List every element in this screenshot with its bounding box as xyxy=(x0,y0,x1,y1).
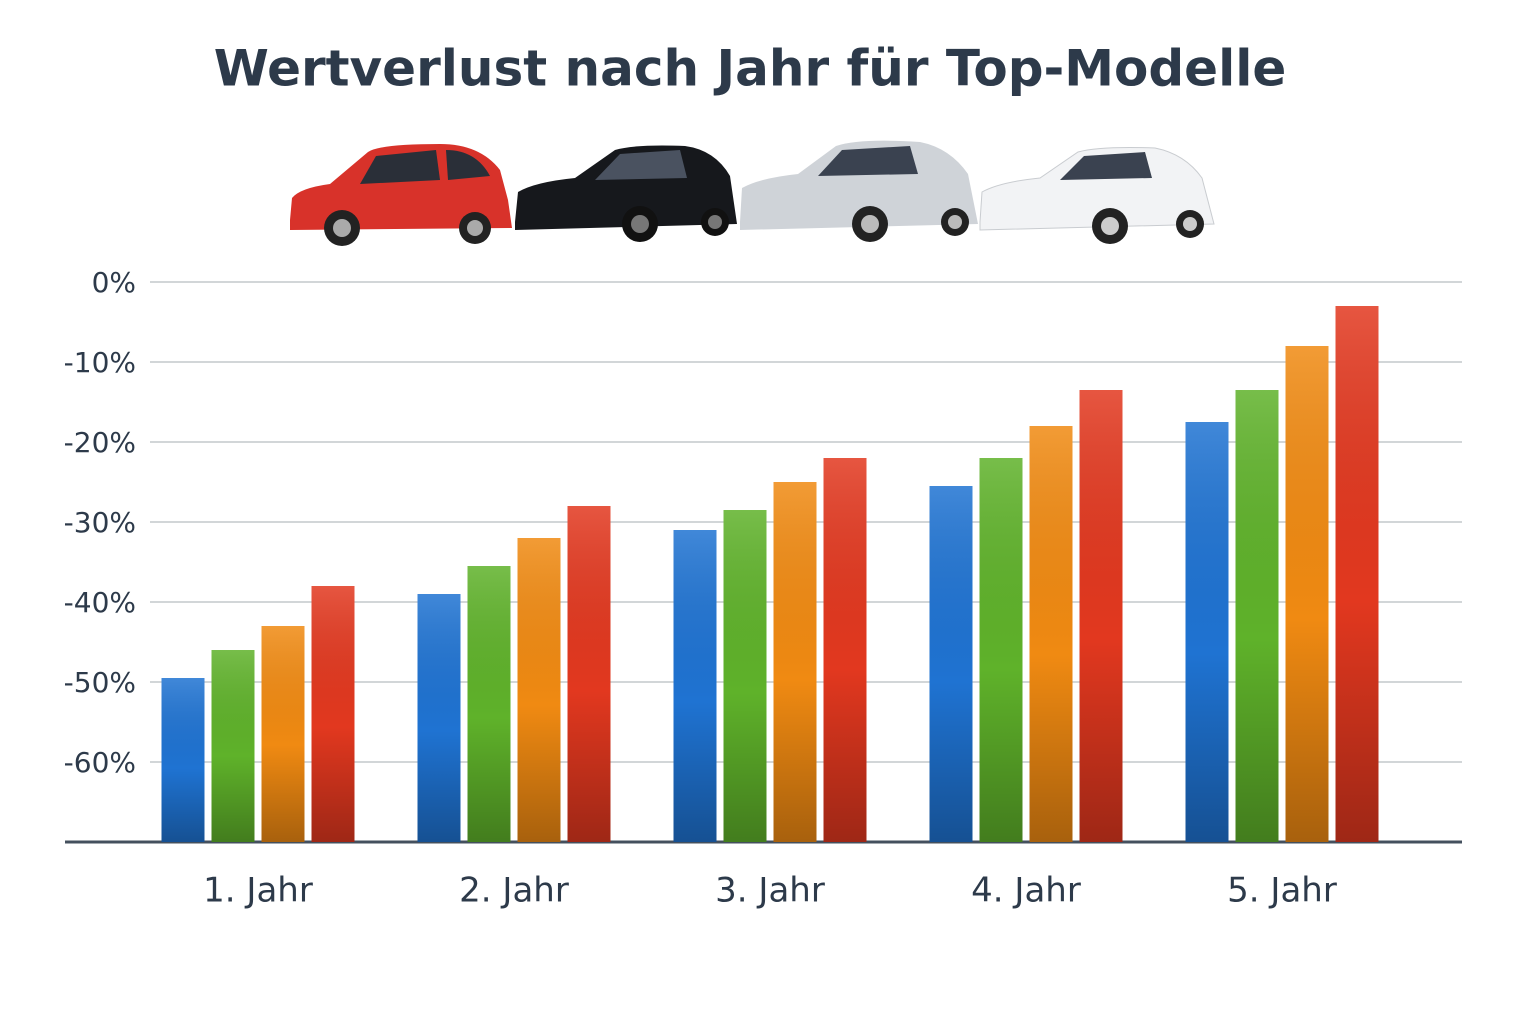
y-tick-label: -50% xyxy=(64,666,136,699)
bar-shade xyxy=(1079,390,1123,842)
bar-shade xyxy=(673,530,717,842)
bar-shade xyxy=(773,482,817,842)
car-illustrations xyxy=(290,140,1215,246)
bar-shade xyxy=(929,486,973,842)
y-tick-label: -40% xyxy=(64,586,136,619)
bar-shade xyxy=(467,566,511,842)
car-silver xyxy=(740,140,978,242)
bar-shade xyxy=(1235,390,1279,842)
bar-shade xyxy=(417,594,461,842)
x-tick-label: 2. Jahr xyxy=(459,871,569,911)
bar-shade xyxy=(1335,306,1379,842)
car-white xyxy=(979,147,1215,244)
bar-shade xyxy=(311,586,355,842)
y-tick-label: -60% xyxy=(64,746,136,779)
x-tick-label: 4. Jahr xyxy=(971,871,1081,911)
bar-shade xyxy=(1285,346,1329,842)
car-red xyxy=(290,144,512,246)
bar-shade xyxy=(567,506,611,842)
bar-shade xyxy=(1029,426,1073,842)
y-tick-label: 0% xyxy=(92,266,136,299)
bar-shade xyxy=(517,538,561,842)
bar-shade xyxy=(161,678,205,842)
chart-title: Wertverlust nach Jahr für Top-Modelle xyxy=(214,40,1287,98)
bar-shade xyxy=(979,458,1023,842)
y-tick-label: -20% xyxy=(64,426,136,459)
x-tick-label: 5. Jahr xyxy=(1227,871,1337,911)
bar-shade xyxy=(723,510,767,842)
y-tick-label: -30% xyxy=(64,506,136,539)
bar-shade xyxy=(1185,422,1229,842)
x-tick-label: 1. Jahr xyxy=(203,871,313,911)
bar-shade xyxy=(823,458,867,842)
x-tick-label: 3. Jahr xyxy=(715,871,825,911)
car-black xyxy=(515,145,737,242)
bar-shade xyxy=(211,650,255,842)
y-tick-label: -10% xyxy=(64,346,136,379)
bar-shade xyxy=(261,626,305,842)
